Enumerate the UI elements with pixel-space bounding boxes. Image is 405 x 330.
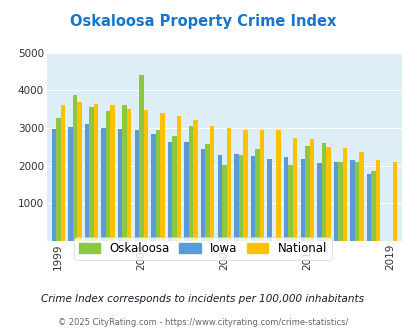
Bar [172,136,176,241]
Bar [259,130,264,241]
Bar [184,142,188,241]
Bar [238,155,243,241]
Bar [72,95,77,241]
Bar [222,165,226,241]
Bar [304,147,309,241]
Bar [56,117,60,241]
Bar [217,155,222,241]
Bar [375,160,379,241]
Bar [371,171,375,241]
Bar [337,161,342,241]
Bar [101,128,106,241]
Bar [68,126,72,241]
Bar [342,148,346,241]
Bar [283,157,288,241]
Bar [276,130,280,241]
Legend: Oskaloosa, Iowa, National: Oskaloosa, Iowa, National [74,237,331,260]
Bar [255,149,259,241]
Bar [110,106,115,241]
Bar [205,144,209,241]
Bar [267,158,271,241]
Bar [309,139,313,241]
Bar [243,130,247,241]
Bar [325,147,330,241]
Bar [176,115,181,241]
Bar [118,129,122,241]
Bar [193,120,197,241]
Bar [188,126,193,241]
Bar [366,174,371,241]
Bar [354,161,358,241]
Bar [51,129,56,241]
Bar [250,156,255,241]
Bar [160,114,164,241]
Bar [316,163,321,241]
Bar [77,102,81,241]
Bar [167,142,172,241]
Bar [94,104,98,241]
Text: Crime Index corresponds to incidents per 100,000 inhabitants: Crime Index corresponds to incidents per… [41,294,364,304]
Bar [122,106,127,241]
Bar [60,106,65,241]
Bar [143,110,148,241]
Bar [209,126,214,241]
Bar [288,165,292,241]
Bar [106,111,110,241]
Bar [155,130,160,241]
Text: Oskaloosa Property Crime Index: Oskaloosa Property Crime Index [70,14,335,29]
Bar [89,107,94,241]
Bar [151,134,155,241]
Bar [200,149,205,241]
Bar [358,152,363,241]
Bar [350,160,354,241]
Bar [226,128,230,241]
Bar [139,75,143,241]
Bar [134,130,139,241]
Bar [333,162,337,241]
Bar [85,123,89,241]
Bar [234,154,238,241]
Text: © 2025 CityRating.com - https://www.cityrating.com/crime-statistics/: © 2025 CityRating.com - https://www.city… [58,318,347,327]
Bar [300,159,304,241]
Bar [292,138,297,241]
Bar [127,109,131,241]
Bar [321,143,325,241]
Bar [392,161,396,241]
